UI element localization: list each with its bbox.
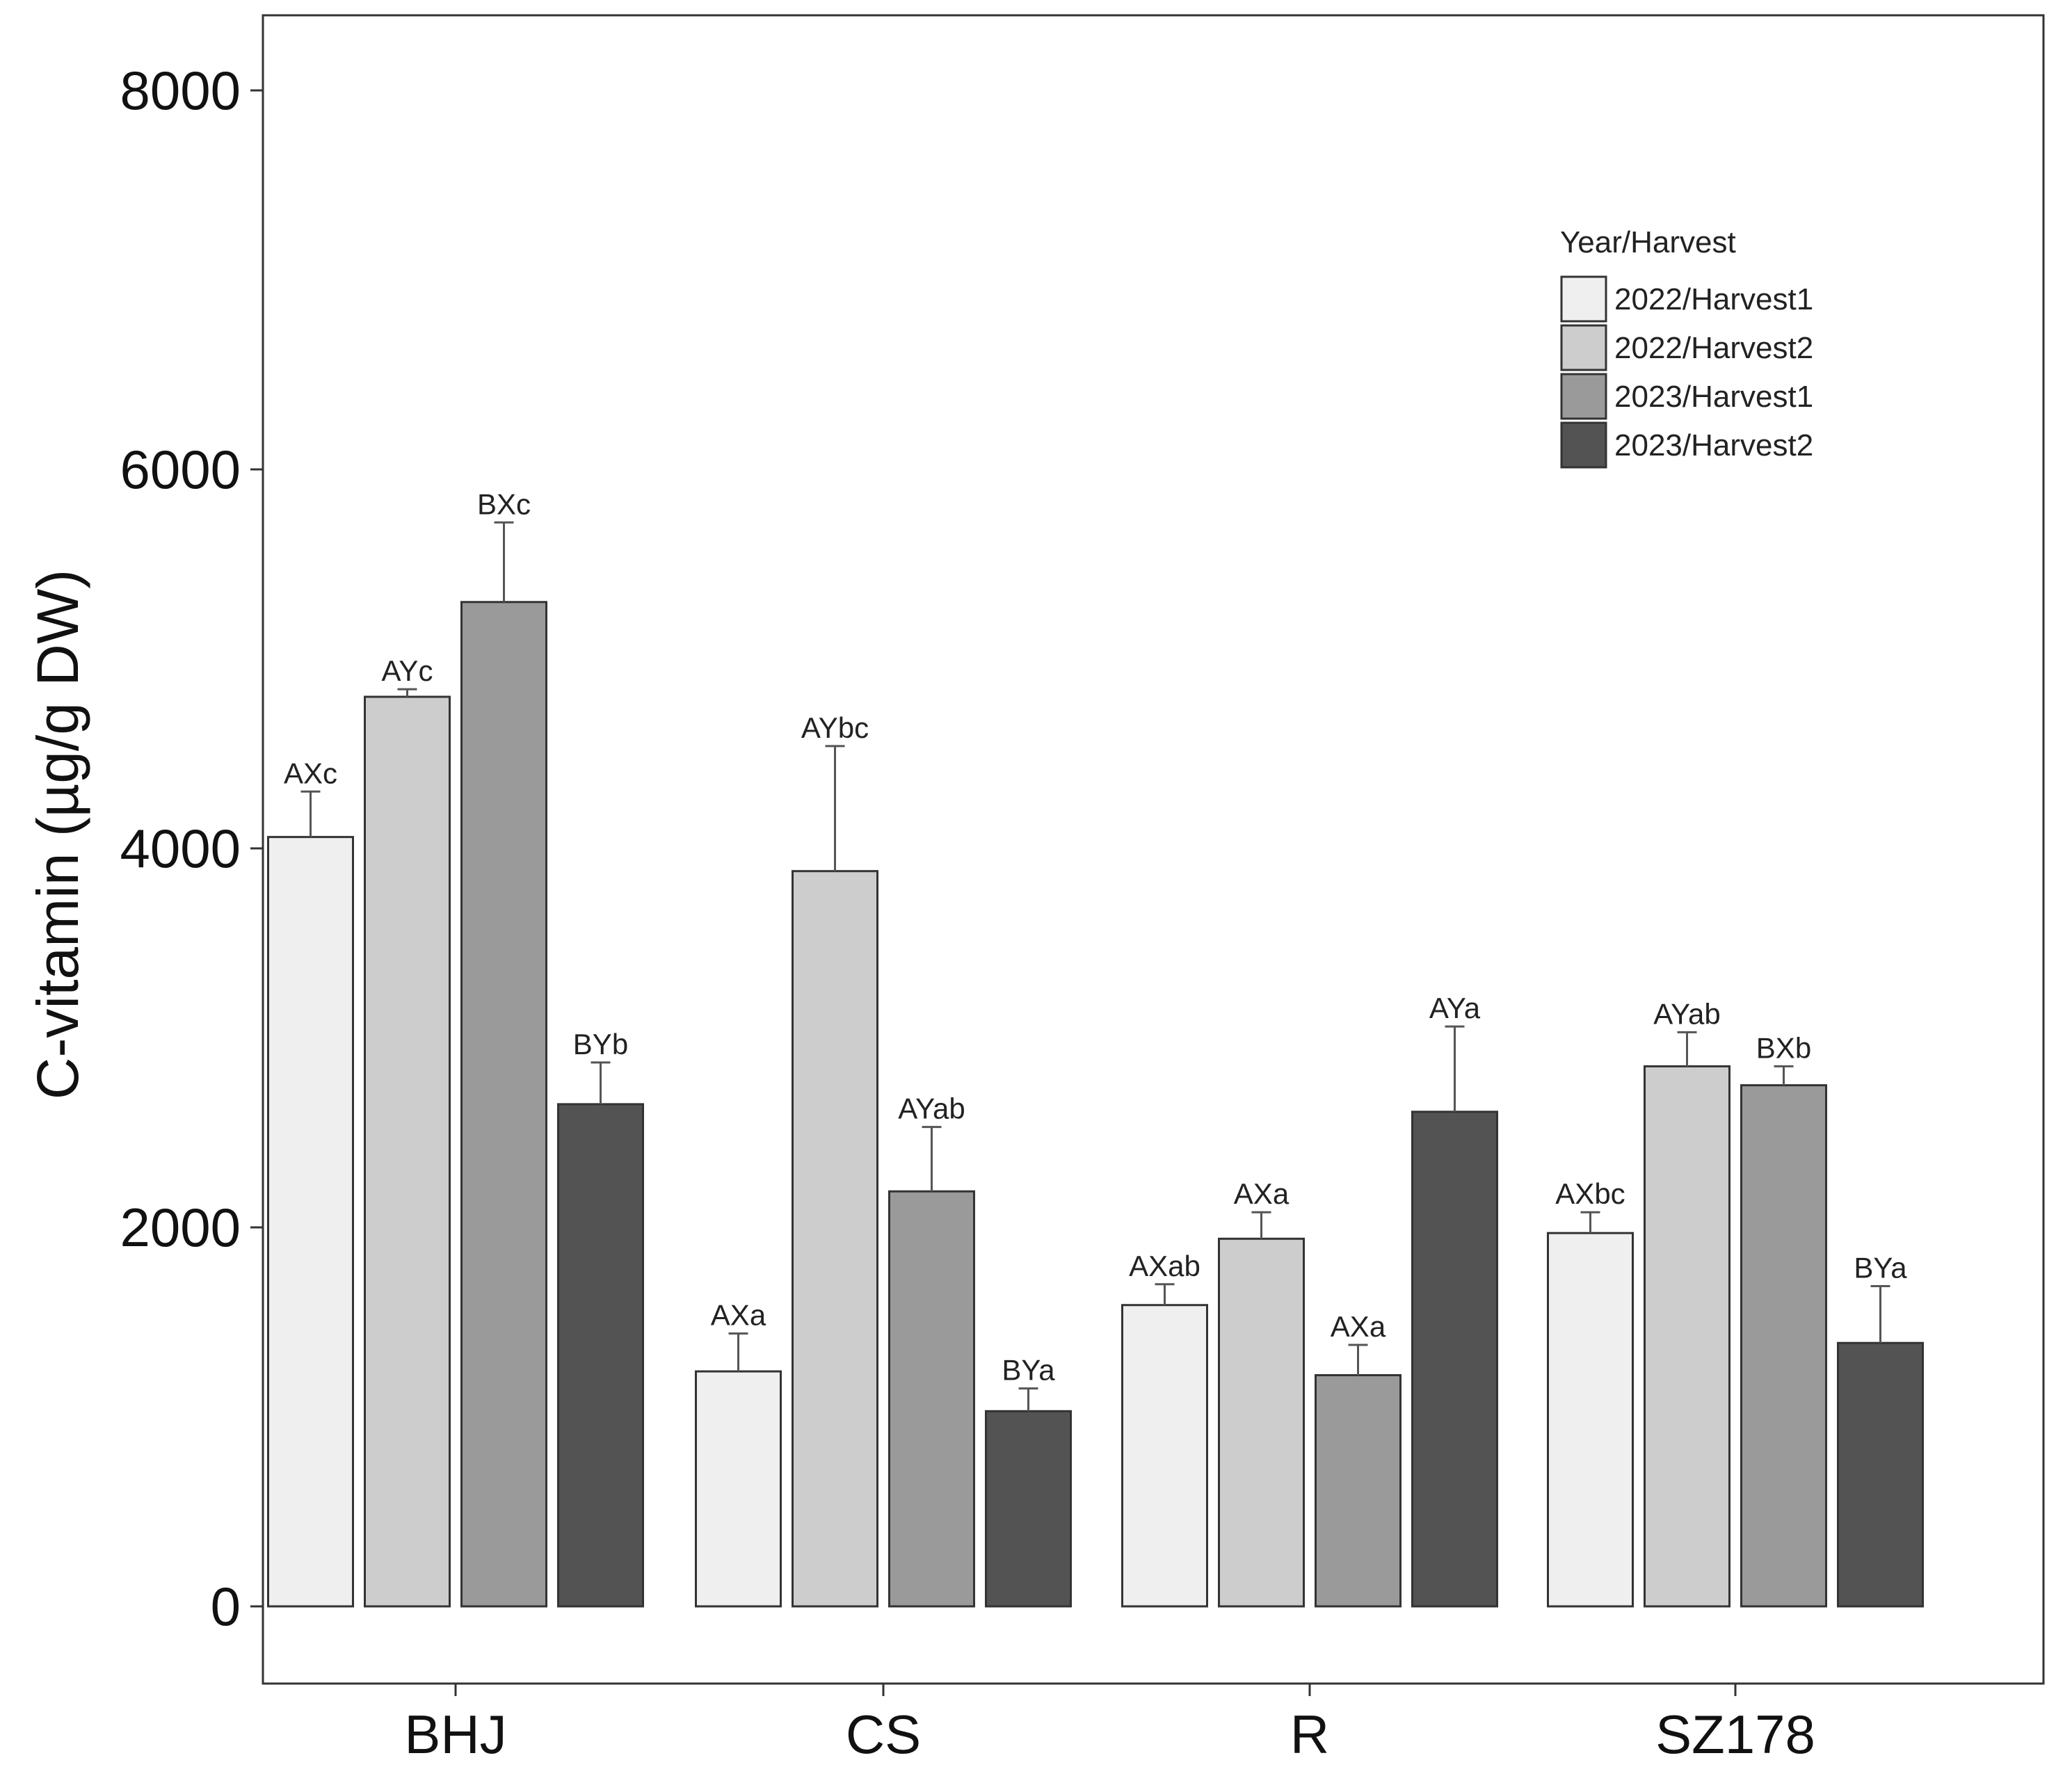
bar — [557, 1103, 644, 1608]
y-tick-label: 6000 — [120, 439, 241, 500]
bar — [1411, 1111, 1498, 1608]
bar — [1547, 1232, 1634, 1608]
y-tick-label: 8000 — [120, 60, 241, 121]
x-tick-label: CS — [846, 1704, 921, 1765]
legend-title: Year/Harvest — [1560, 225, 1736, 259]
legend-key — [1560, 373, 1607, 420]
significance-label: BXc — [477, 487, 531, 520]
x-tick-label: R — [1290, 1704, 1329, 1765]
significance-label: AXab — [1129, 1250, 1200, 1282]
legend-label: 2023/Harvest2 — [1614, 428, 1813, 462]
y-tick-label: 2000 — [120, 1197, 241, 1258]
x-tick-label: BHJ — [404, 1704, 506, 1765]
x-axis: BHJ CS R SZ178 — [404, 1684, 1815, 1765]
legend-label: 2023/Harvest1 — [1614, 380, 1813, 414]
bar — [888, 1190, 975, 1608]
bars-layer — [267, 601, 1924, 1608]
significance-label: AXbc — [1555, 1177, 1625, 1210]
significance-label: AXa — [1331, 1310, 1386, 1343]
bar — [460, 601, 547, 1608]
bar — [1740, 1084, 1827, 1608]
bar — [364, 695, 451, 1608]
legend-key — [1560, 421, 1607, 469]
bar — [1315, 1374, 1402, 1608]
bar — [695, 1370, 782, 1608]
y-tick-label: 0 — [211, 1576, 241, 1637]
legend-items: 2022/Harvest1 2022/Harvest2 2023/Harvest1 2… — [1560, 275, 1813, 469]
legend: Year/Harvest 2022/Harvest12022/Harvest22… — [1560, 225, 1813, 469]
bar — [985, 1410, 1072, 1608]
bar — [1837, 1341, 1924, 1608]
legend-key — [1560, 324, 1607, 371]
significance-label: AXc — [284, 757, 337, 789]
significance-label: AYc — [382, 654, 433, 687]
significance-label: AXa — [711, 1299, 766, 1332]
bar — [1218, 1237, 1305, 1608]
significance-label: BYa — [1002, 1354, 1055, 1387]
y-axis-title: C-vitamin (µg/g DW) — [25, 570, 90, 1099]
significance-label: AYbc — [801, 711, 869, 744]
error-bars-layer — [300, 521, 1890, 1412]
significance-label: AYab — [1653, 997, 1721, 1030]
significance-label: BYb — [573, 1028, 628, 1060]
significance-label: AXa — [1234, 1177, 1290, 1210]
y-axis: 0 2000 4000 6000 8000 — [120, 60, 263, 1637]
legend-key — [1560, 275, 1607, 323]
bar — [267, 836, 354, 1608]
significance-label: AYab — [898, 1092, 965, 1125]
significance-labels-layer: AXc AXa AXab AXbc AYc AYbc AXa AYab BXc AYab AXa BX… — [284, 487, 1907, 1386]
x-tick-label: SZ178 — [1655, 1704, 1815, 1765]
bar — [792, 870, 878, 1608]
significance-label: AYa — [1429, 992, 1481, 1024]
bar — [1644, 1065, 1730, 1608]
legend-label: 2022/Harvest2 — [1614, 331, 1813, 365]
significance-label: BXb — [1756, 1031, 1811, 1064]
legend-label: 2022/Harvest1 — [1614, 282, 1813, 316]
significance-label: BYa — [1854, 1251, 1907, 1284]
bar — [1121, 1304, 1208, 1608]
y-tick-label: 4000 — [120, 818, 241, 879]
